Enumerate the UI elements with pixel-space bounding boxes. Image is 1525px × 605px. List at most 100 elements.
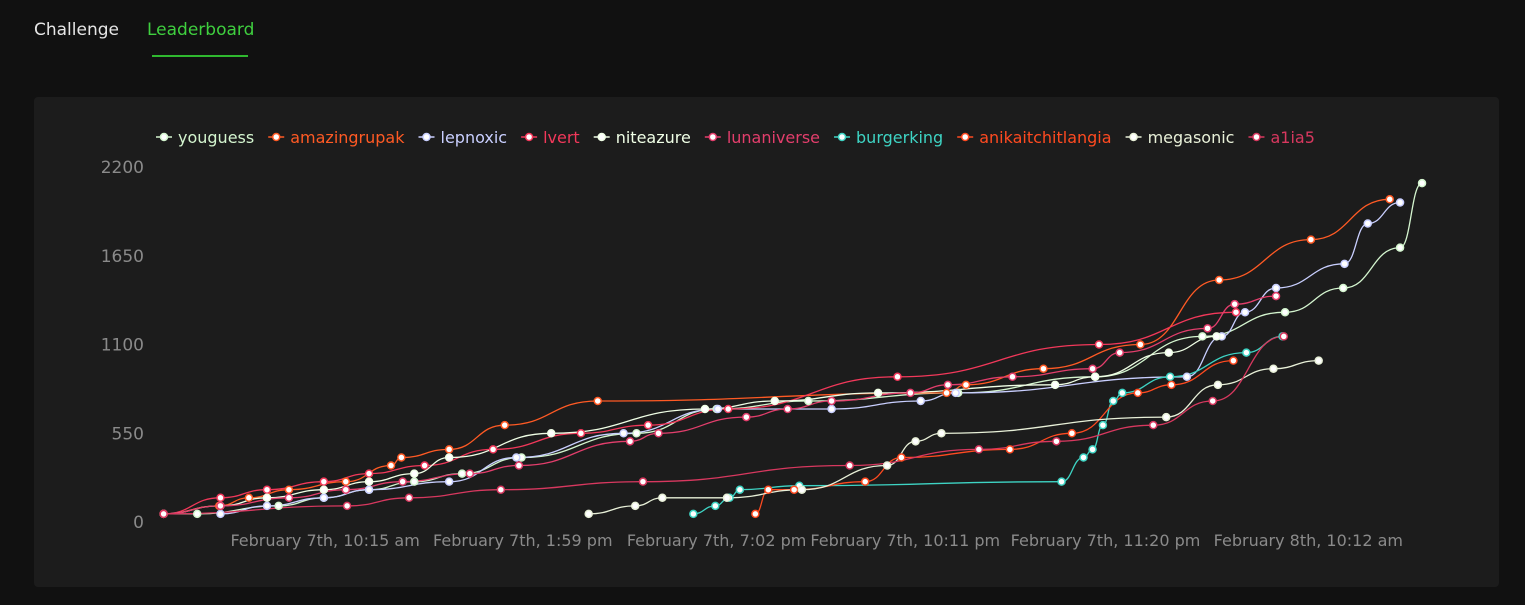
legend-entry: a1ia5 — [1270, 128, 1314, 147]
data-point-youguess — [1198, 332, 1207, 341]
data-point-anikaitchitlangia — [1005, 445, 1015, 454]
data-point-anikaitchitlangia — [860, 477, 870, 486]
data-point-lunaniverse — [1088, 364, 1097, 373]
legend-marker — [708, 132, 718, 142]
data-point-megasonic — [630, 501, 640, 511]
data-point-youguess — [1338, 283, 1348, 293]
data-point-niteazure — [444, 453, 454, 462]
data-point-lunaniverse — [284, 493, 294, 503]
data-point-burgerking — [1165, 372, 1175, 382]
data-point-youguess — [274, 501, 283, 511]
data-point-megasonic — [1213, 380, 1223, 390]
data-point-youguess — [1417, 178, 1427, 188]
data-point-burgerking — [735, 485, 745, 494]
data-point-lvert — [488, 445, 498, 454]
legend-marker — [837, 132, 847, 142]
data-point-niteazure — [1212, 332, 1221, 341]
series-line-lunaniverse — [163, 295, 1277, 515]
x-tick-label: February 7th, 7:02 pm — [627, 531, 807, 550]
data-point-youguess — [410, 477, 419, 486]
data-point-megasonic — [797, 485, 807, 494]
tab-leaderboard[interactable]: Leaderboard — [147, 20, 255, 40]
data-point-megasonic — [658, 493, 667, 503]
data-point-megasonic — [1269, 364, 1278, 373]
data-point-a1ia5 — [638, 477, 648, 486]
data-point-a1ia5 — [1208, 396, 1217, 406]
data-point-amazingrupak — [444, 445, 454, 454]
series-line-megasonic — [588, 359, 1319, 515]
leaderboard-chart: 0 550 1100 1650 2200 February 7th, 10:15 am Fe… — [101, 128, 1427, 550]
data-point-a1ia5 — [496, 485, 506, 494]
data-point-lvert — [364, 469, 374, 478]
legend-marker — [271, 132, 281, 142]
data-point-amazingrupak — [961, 380, 971, 390]
data-point-lvert — [1094, 340, 1104, 349]
data-point-lepnoxic — [916, 396, 925, 406]
data-point-burgerking — [1108, 396, 1118, 406]
data-point-burgerking — [1118, 388, 1127, 398]
data-point-lvert — [319, 477, 329, 486]
y-tick-label: 2200 — [101, 158, 144, 178]
data-point-lepnoxic — [1395, 198, 1405, 207]
data-point-amazingrupak — [1039, 364, 1048, 373]
series-line-amazingrupak — [163, 198, 1390, 515]
x-tick-label: February 8th, 10:12 am — [1214, 531, 1403, 550]
data-point-a1ia5 — [1052, 437, 1061, 446]
legend-entry: amazingrupak — [290, 128, 405, 147]
series-line-burgerking — [693, 335, 1283, 515]
legend-marker — [159, 132, 169, 142]
data-point-lepnoxic — [364, 485, 374, 494]
data-point-lepnoxic — [1240, 307, 1250, 317]
data-point-youguess — [804, 396, 813, 406]
data-point-lunaniverse — [1115, 348, 1124, 357]
legend-marker — [524, 132, 534, 142]
legend-entry: megasonic — [1148, 128, 1235, 147]
data-point-lepnoxic — [1363, 219, 1373, 228]
data-point-lvert — [262, 485, 272, 494]
data-point-anikaitchitlangia — [1229, 356, 1238, 365]
data-point-burgerking — [1098, 420, 1108, 430]
data-point-lvert — [576, 429, 586, 438]
data-point-niteazure — [1164, 348, 1174, 357]
data-point-lepnoxic — [319, 493, 329, 503]
series-line-youguess — [163, 182, 1423, 515]
data-point-lvert — [723, 404, 733, 414]
data-point-a1ia5 — [845, 461, 854, 470]
data-point-lepnoxic — [1271, 283, 1281, 293]
data-point-lepnoxic — [512, 453, 521, 462]
data-point-a1ia5 — [1149, 420, 1158, 430]
data-point-lepnoxic — [444, 477, 454, 486]
tab-challenge[interactable]: Challenge — [34, 20, 119, 40]
data-point-lvert — [1231, 307, 1241, 317]
data-point-youguess — [192, 509, 202, 519]
series-line-a1ia5 — [163, 335, 1284, 515]
data-point-youguess — [457, 469, 467, 478]
data-point-lunaniverse — [1203, 324, 1212, 333]
data-point-lvert — [893, 372, 902, 382]
data-point-lunaniverse — [398, 477, 407, 486]
data-point-lunaniverse — [514, 461, 524, 470]
data-point-lunaniverse — [465, 469, 475, 478]
legend-entry: niteazure — [616, 128, 691, 147]
data-point-lepnoxic — [713, 404, 723, 414]
data-point-lepnoxic — [216, 509, 225, 519]
data-point-lunaniverse — [1008, 372, 1017, 382]
data-point-lvert — [216, 493, 225, 503]
series-line-niteazure — [163, 335, 1217, 515]
data-point-anikaitchitlangia — [1133, 388, 1143, 398]
data-point-niteazure — [1090, 372, 1100, 382]
data-point-amazingrupak — [244, 493, 254, 503]
legend-entry: lunaniverse — [727, 128, 820, 147]
legend-marker — [422, 132, 431, 142]
data-point-lunaniverse — [943, 380, 953, 390]
data-point-lunaniverse — [906, 388, 915, 398]
x-tick-label: February 7th, 10:11 pm — [810, 531, 1000, 550]
data-point-burgerking — [1057, 477, 1066, 486]
legend-entry: burgerking — [856, 128, 943, 147]
data-point-burgerking — [1088, 445, 1097, 454]
data-point-youguess — [1280, 307, 1290, 317]
x-tick-label: February 7th, 10:15 am — [230, 531, 419, 550]
data-point-lepnoxic — [1340, 259, 1349, 269]
data-point-megasonic — [584, 509, 593, 519]
data-point-lunaniverse — [1230, 299, 1239, 309]
